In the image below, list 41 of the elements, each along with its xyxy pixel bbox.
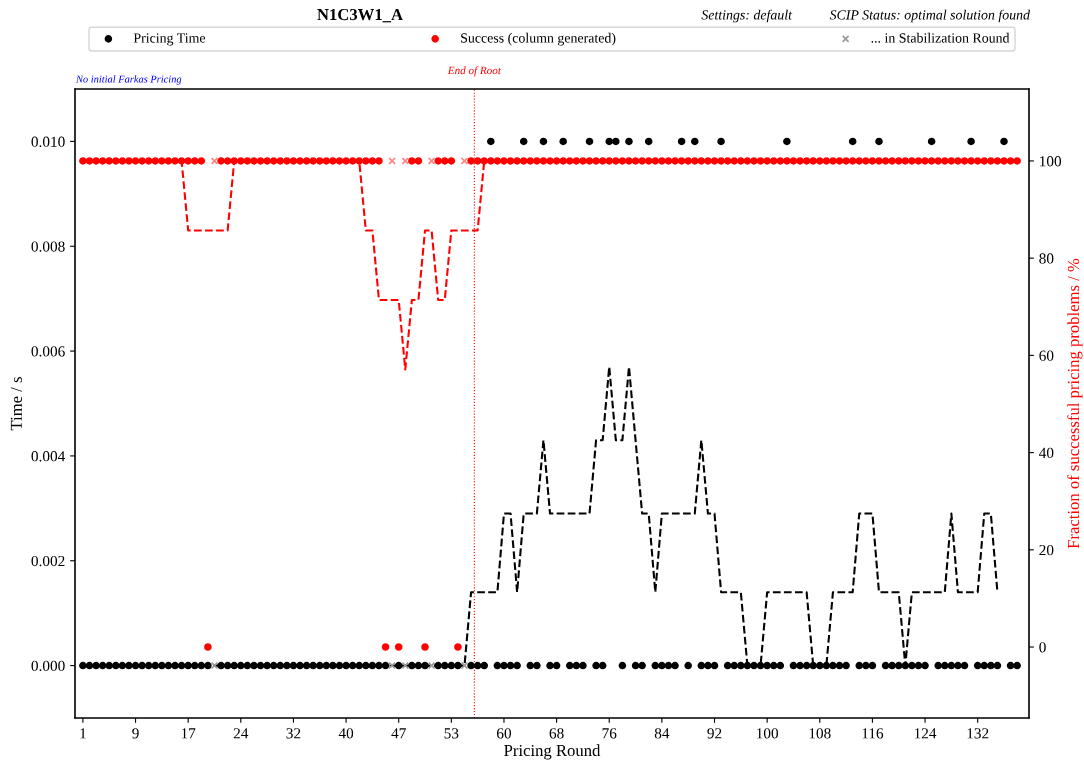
x-tick-label: 116 [862,728,884,739]
x-tick-label: 9 [132,728,139,739]
y-tick-label: 0.002 [31,555,65,567]
y-tick-label: 0.000 [31,660,65,672]
legend-label: Success (column generated) [461,32,616,46]
x-tick-label: 60 [496,728,512,739]
y2-axis-title: Fraction of successful pricing problems / % [1067,258,1083,549]
x-tick-label: 124 [914,728,937,739]
x-tick-label: 53 [444,728,459,739]
y2-tick-label: 40 [1039,447,1054,459]
x-tick-label: 1 [80,728,86,739]
y2-tick-label: 100 [1040,156,1062,167]
x-tick-label: 24 [233,728,249,739]
y-tick-label: 0.010 [31,136,65,147]
legend-label: Pricing Time [133,33,206,46]
x-tick-label: 68 [549,728,564,739]
text: End of Root [447,66,502,77]
text: SCIP Status: optimal solution found [829,9,1031,23]
x-tick-label: 47 [391,728,406,739]
x-tick-label: 76 [602,728,617,739]
x-tick-label: 17 [181,728,196,739]
y2-tick-label: 60 [1039,350,1054,361]
x-tick-label: 92 [707,728,722,739]
x-tick-label: 84 [654,728,670,739]
legend-label: ... in Stabilization Round [871,32,1010,43]
chart-title: N1C3W1_A [317,8,403,23]
x-tick-label: 100 [757,728,779,739]
x-axis-title: Pricing Round [504,744,601,760]
x-tick-label: 32 [286,728,301,739]
x-tick-label: 108 [809,728,831,739]
y-tick-label: 0.008 [31,241,65,252]
y2-tick-label: 80 [1039,253,1054,264]
y-tick-label: 0.006 [31,346,65,357]
text: Settings: default [701,9,793,23]
y-axis-title: Time / s [10,377,22,431]
text: No initial Farkas Pricing [75,75,182,85]
y-tick-label: 0.004 [31,451,66,462]
y2-tick-label: 20 [1039,544,1054,556]
x-tick-label: 40 [338,728,354,739]
x-tick-label: 132 [967,728,989,739]
y2-tick-label: 0 [1039,642,1046,653]
